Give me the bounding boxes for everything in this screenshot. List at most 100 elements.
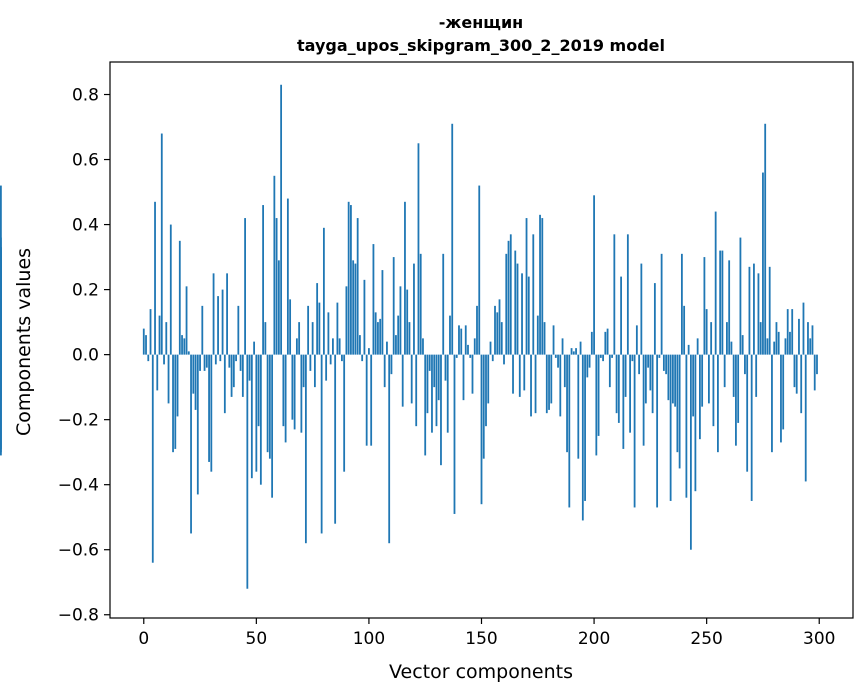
bar xyxy=(419,253,422,355)
bar xyxy=(649,354,652,391)
bar xyxy=(687,344,690,355)
bar xyxy=(671,354,674,404)
bar xyxy=(563,354,566,388)
bar xyxy=(753,263,755,355)
bar xyxy=(608,354,611,388)
bar xyxy=(190,354,192,534)
bar xyxy=(784,338,787,355)
bar xyxy=(410,354,413,404)
bar xyxy=(417,143,420,355)
bar xyxy=(295,338,298,355)
bar xyxy=(777,331,780,355)
bar xyxy=(755,354,758,397)
bar xyxy=(383,354,386,388)
bar xyxy=(280,84,283,355)
bar xyxy=(226,273,228,355)
bar xyxy=(730,341,733,355)
bar xyxy=(451,123,454,355)
bar xyxy=(683,305,686,355)
bar xyxy=(277,260,280,355)
bar xyxy=(714,211,717,355)
y-tick-label: −0.6 xyxy=(58,541,99,561)
y-tick-label: 0.8 xyxy=(72,86,99,106)
bar xyxy=(228,354,231,368)
y-tick-label: 0.4 xyxy=(72,216,99,236)
bar xyxy=(151,354,154,563)
x-tick-label: 150 xyxy=(465,629,497,649)
bar xyxy=(176,354,179,417)
bar xyxy=(590,331,593,355)
bar xyxy=(602,354,604,362)
bar xyxy=(692,354,695,417)
bar xyxy=(577,354,580,459)
bar xyxy=(422,338,424,355)
bar xyxy=(467,344,469,355)
bar xyxy=(244,218,246,355)
bar xyxy=(181,335,183,355)
bar xyxy=(352,260,355,355)
bar xyxy=(291,354,294,420)
bar xyxy=(717,354,719,453)
bar xyxy=(768,266,771,355)
bar xyxy=(473,338,476,355)
bar xyxy=(750,354,753,501)
bar xyxy=(708,354,710,404)
bar xyxy=(550,354,553,404)
bar xyxy=(178,240,181,355)
bar xyxy=(662,354,665,371)
bar xyxy=(363,279,366,355)
bar xyxy=(424,354,427,456)
bar xyxy=(255,354,258,472)
bar xyxy=(309,354,312,371)
bar xyxy=(626,234,629,355)
bar xyxy=(505,253,508,355)
bar xyxy=(325,354,328,381)
bar xyxy=(196,354,199,495)
bar xyxy=(273,175,276,355)
bar xyxy=(304,354,307,544)
bar xyxy=(437,354,440,401)
bar xyxy=(388,354,391,544)
bar xyxy=(350,205,352,355)
y-axis: −0.8 −0.6 −0.4 −0.2 0.0 0.2 0.4 0.6 0.8 xyxy=(58,86,110,626)
bar xyxy=(336,302,339,355)
bar xyxy=(689,354,692,550)
bar xyxy=(435,354,438,427)
bar xyxy=(744,354,746,375)
bar xyxy=(680,253,683,355)
bar xyxy=(395,335,397,355)
bar xyxy=(494,305,496,355)
bar xyxy=(264,322,267,355)
bar xyxy=(338,338,341,355)
bar xyxy=(478,185,481,355)
bar xyxy=(464,325,467,355)
bar xyxy=(302,354,305,388)
bar xyxy=(588,354,591,368)
bar xyxy=(656,354,659,508)
bar xyxy=(185,286,188,355)
bar xyxy=(361,354,364,362)
bar xyxy=(257,354,260,427)
bar xyxy=(271,354,274,498)
bar xyxy=(329,354,332,365)
bar xyxy=(509,234,512,355)
chart-title: -женщин xyxy=(439,13,523,32)
bar xyxy=(514,250,517,355)
bar xyxy=(332,338,334,355)
bar xyxy=(160,133,163,355)
bar xyxy=(721,250,724,355)
bar xyxy=(433,354,436,388)
bar xyxy=(741,335,744,355)
bar xyxy=(640,263,643,355)
bar xyxy=(469,354,472,358)
bar xyxy=(599,354,602,358)
x-axis-label: Vector components xyxy=(389,661,573,683)
bar xyxy=(392,257,395,355)
bar xyxy=(365,354,368,446)
bar xyxy=(617,354,620,423)
bar xyxy=(685,354,688,498)
bar xyxy=(726,322,728,355)
bar xyxy=(250,354,253,479)
bar xyxy=(359,335,361,355)
